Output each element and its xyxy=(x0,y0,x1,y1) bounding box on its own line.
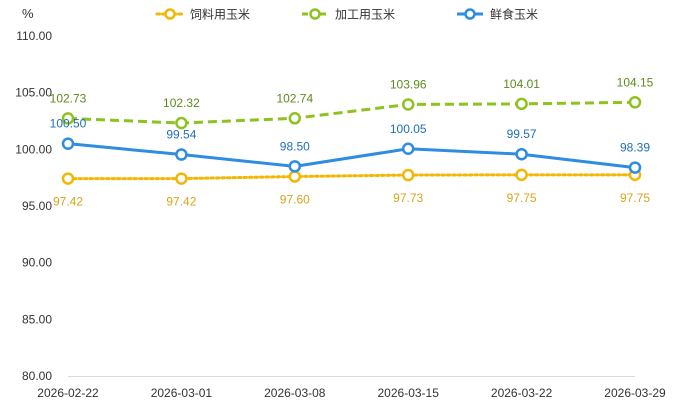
series-line xyxy=(67,142,636,170)
data-point-marker[interactable] xyxy=(515,168,528,182)
y-tick-label: 80.00 xyxy=(22,369,52,383)
y-tick-label: 95.00 xyxy=(22,199,52,213)
y-tick-label: 90.00 xyxy=(22,256,52,270)
data-point-marker[interactable] xyxy=(288,170,302,183)
data-label: 99.57 xyxy=(507,127,537,141)
data-point-marker[interactable] xyxy=(61,112,75,125)
data-label: 98.39 xyxy=(620,141,650,155)
data-label: 102.32 xyxy=(163,96,200,110)
y-tick-label: 100.00 xyxy=(15,142,52,156)
data-label: 98.50 xyxy=(280,139,310,153)
data-label: 104.15 xyxy=(617,75,654,89)
data-point-marker[interactable] xyxy=(515,147,528,161)
legend-label: 鲜食玉米 xyxy=(490,7,538,22)
data-point-marker[interactable] xyxy=(515,97,528,111)
series-layer xyxy=(61,96,642,185)
legend-marker-swatch xyxy=(464,8,476,20)
data-label: 97.60 xyxy=(280,193,310,207)
data-label: 97.42 xyxy=(166,195,196,209)
data-label: 97.75 xyxy=(507,191,537,205)
legend-item[interactable]: 鲜食玉米 xyxy=(457,7,538,22)
data-point-marker[interactable] xyxy=(288,160,302,173)
data-label: 102.73 xyxy=(50,91,87,105)
data-point-marker[interactable] xyxy=(175,172,188,185)
data-label: 97.42 xyxy=(53,195,83,209)
data-label: 103.96 xyxy=(390,77,427,91)
data-label: 100.50 xyxy=(50,117,87,131)
data-point-marker[interactable] xyxy=(401,168,415,182)
axis-layer: % 80.00 85.00 90.00 95.00 100.00 105.00 110.00 2… xyxy=(15,6,666,400)
data-label: 99.54 xyxy=(166,128,196,142)
series-line xyxy=(67,100,636,125)
series-line xyxy=(66,173,637,181)
y-tick-label: 110.00 xyxy=(16,29,52,43)
data-point-marker[interactable] xyxy=(61,172,75,185)
data-point-marker[interactable] xyxy=(61,137,75,150)
data-label: 97.75 xyxy=(620,191,650,205)
x-tick-label: 2026-03-01 xyxy=(151,386,213,400)
x-tick-label: 2026-03-22 xyxy=(491,386,553,400)
data-point-marker[interactable] xyxy=(288,112,302,125)
data-label: 100.05 xyxy=(390,122,427,136)
data-point-marker[interactable] xyxy=(628,96,642,109)
y-axis-unit-label: % xyxy=(22,6,34,21)
data-point-marker[interactable] xyxy=(175,116,188,130)
legend-item[interactable]: 加工用玉米 xyxy=(302,8,395,22)
legend-marker-swatch xyxy=(164,8,176,20)
data-label: 104.01 xyxy=(503,77,540,91)
data-point-marker[interactable] xyxy=(628,161,642,174)
legend-item[interactable]: 饲料用玉米 xyxy=(155,8,250,22)
data-label: 97.73 xyxy=(393,191,423,205)
x-tick-label: 2026-03-29 xyxy=(604,386,666,400)
x-tick-label: 2026-03-08 xyxy=(264,386,326,400)
x-tick-label: 2026-03-15 xyxy=(378,386,440,400)
legend-label: 加工用玉米 xyxy=(335,8,395,22)
data-point-marker[interactable] xyxy=(401,142,415,156)
data-label: 102.74 xyxy=(276,91,313,105)
data-point-marker[interactable] xyxy=(175,148,188,161)
x-tick-label: 2026-02-22 xyxy=(37,386,99,400)
data-label-layer: 97.42 97.42 97.60 97.73 97.75 97.75 102.73 102.… xyxy=(50,75,654,208)
legend: 饲料用玉米 加工用玉米 鲜食玉米 xyxy=(155,7,538,22)
data-point-marker[interactable] xyxy=(401,98,415,111)
y-tick-label: 85.00 xyxy=(22,312,52,326)
y-tick-label: 105.00 xyxy=(15,86,52,100)
legend-label: 饲料用玉米 xyxy=(190,8,250,22)
legend-marker-swatch xyxy=(309,8,321,20)
